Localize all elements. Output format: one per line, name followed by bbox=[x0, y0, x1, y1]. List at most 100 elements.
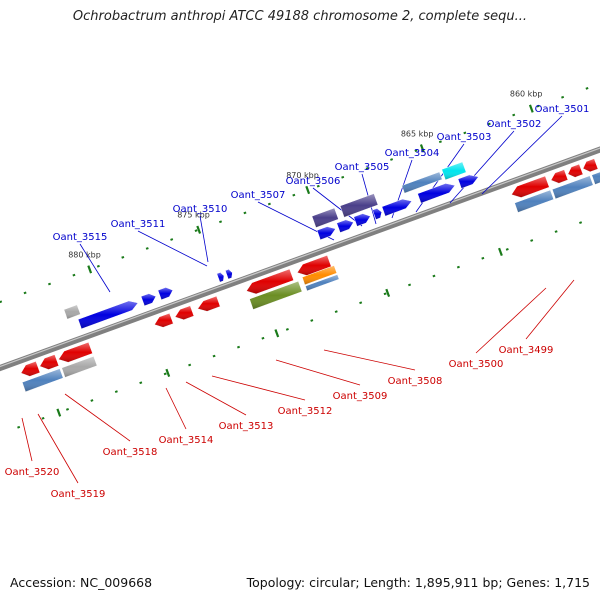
gene-arrow-shade bbox=[591, 171, 600, 185]
grid-dot bbox=[512, 113, 516, 117]
leader-line bbox=[199, 215, 209, 263]
gene-arrow-shade bbox=[441, 161, 467, 180]
gene-arrow-shade bbox=[514, 190, 554, 213]
leader-line bbox=[165, 387, 187, 430]
gene-arrow-shade bbox=[458, 174, 479, 189]
leader-line bbox=[475, 287, 547, 354]
leader-line bbox=[211, 375, 306, 401]
gene-arrow-shade bbox=[583, 158, 598, 172]
scale-tick bbox=[56, 408, 62, 417]
gene-arrow-shade bbox=[353, 213, 371, 227]
scale-tick bbox=[165, 368, 171, 378]
leader-line bbox=[449, 130, 515, 204]
gene-label-bottom: Oant_3520 bbox=[5, 467, 60, 478]
grid-dot bbox=[390, 158, 394, 161]
gene-arrow-shade bbox=[311, 208, 339, 228]
gene-arrow-shade bbox=[61, 356, 98, 378]
gene-arrow-shade bbox=[567, 164, 583, 178]
scale-tick-label: 880 kbp bbox=[68, 250, 101, 259]
leader-line bbox=[21, 417, 33, 462]
grid-dot bbox=[212, 354, 216, 358]
scale-tick bbox=[498, 247, 503, 256]
gene-arrow-shade bbox=[39, 354, 59, 370]
gene-label-bottom: Oant_3513 bbox=[219, 421, 274, 432]
gene-arrow-shade bbox=[141, 293, 156, 306]
topology-info-text: Topology: circular; Length: 1,895,911 bp… bbox=[246, 575, 590, 590]
grid-dot bbox=[365, 167, 369, 170]
grid-dot bbox=[408, 283, 412, 287]
grid-dot bbox=[17, 425, 21, 429]
grid-dot bbox=[316, 184, 320, 188]
gene-arrow-shade bbox=[78, 300, 138, 329]
scale-tick-label: 860 kbp bbox=[510, 90, 543, 99]
grid-dot bbox=[261, 336, 265, 340]
scale-tick bbox=[385, 288, 391, 298]
gene-arrow-shade bbox=[305, 274, 340, 291]
grid-dot bbox=[414, 149, 418, 152]
grid-dot bbox=[359, 301, 363, 305]
scale-tick bbox=[305, 185, 311, 195]
grid-dot bbox=[194, 229, 198, 233]
grid-dot bbox=[585, 86, 589, 90]
grid-dot bbox=[267, 202, 271, 206]
gene-arrow-shade bbox=[22, 368, 64, 392]
grid-dot bbox=[341, 175, 345, 179]
grid-dot bbox=[121, 255, 125, 259]
scale-tick-label: 865 kbp bbox=[401, 129, 434, 138]
gene-label-top: Oant_3502 bbox=[487, 119, 542, 130]
gene-arrow-shade bbox=[225, 269, 233, 279]
grid-dot bbox=[188, 363, 192, 367]
grid-dot bbox=[41, 416, 45, 420]
gene-label-bottom: Oant_3514 bbox=[159, 435, 214, 446]
gene-label-top: Oant_3503 bbox=[437, 132, 492, 143]
leader-line bbox=[79, 243, 111, 293]
gene-arrow-shade bbox=[63, 304, 81, 319]
gene-label-bottom: Oant_3508 bbox=[388, 376, 443, 387]
gene-label-bottom: Oant_3519 bbox=[51, 489, 106, 500]
gene-arrow-shade bbox=[401, 171, 443, 194]
grid-dot bbox=[243, 211, 247, 215]
gene-label-top: Oant_3511 bbox=[111, 219, 166, 230]
grid-dot bbox=[505, 247, 509, 251]
grid-dot bbox=[23, 291, 27, 295]
backbone-highlight bbox=[0, 147, 600, 368]
backbone bbox=[0, 146, 600, 372]
grid-dot bbox=[310, 319, 314, 322]
gene-arrow-shade bbox=[336, 219, 354, 233]
grid-dot bbox=[65, 408, 70, 411]
grid-dot bbox=[530, 239, 534, 242]
grid-dot bbox=[139, 381, 143, 385]
gene-arrow-shade bbox=[372, 208, 382, 220]
gene-label-top: Oant_3507 bbox=[231, 190, 286, 201]
grid-dot bbox=[456, 265, 460, 269]
scale-tick bbox=[196, 225, 202, 234]
gene-label-top: Oant_3505 bbox=[335, 162, 390, 173]
gene-arrow-shade bbox=[246, 269, 294, 294]
gene-arrow-shade bbox=[511, 176, 550, 198]
gene-arrow-shade bbox=[297, 255, 332, 276]
scale-tick bbox=[419, 144, 425, 153]
gene-label-bottom: Oant_3499 bbox=[499, 345, 554, 356]
leader-line bbox=[64, 393, 131, 442]
scale-tick-label: 870 kbp bbox=[286, 171, 319, 180]
leader-line bbox=[525, 279, 575, 340]
grid-dot bbox=[579, 221, 583, 225]
grid-dot bbox=[438, 140, 442, 144]
leader-line bbox=[481, 115, 563, 195]
gene-arrow-shade bbox=[381, 199, 412, 217]
gene-arrow-shade bbox=[154, 313, 174, 328]
leader-line bbox=[275, 359, 361, 386]
scale-tick bbox=[87, 265, 93, 274]
grid-dot bbox=[383, 292, 387, 296]
scale-tick bbox=[274, 329, 280, 338]
gene-label-top: Oant_3515 bbox=[53, 232, 108, 243]
gene-label-top: Oant_3501 bbox=[535, 104, 590, 115]
leader-line bbox=[312, 187, 363, 227]
gene-label-bottom: Oant_3500 bbox=[449, 359, 504, 370]
gene-arrow-shade bbox=[216, 272, 224, 283]
gene-label-top: Oant_3510 bbox=[173, 204, 228, 215]
grid-dot bbox=[481, 256, 485, 260]
gene-arrow-shade bbox=[317, 226, 336, 240]
gene-arrow-shade bbox=[157, 287, 173, 300]
gene-arrow-shade bbox=[551, 169, 568, 184]
